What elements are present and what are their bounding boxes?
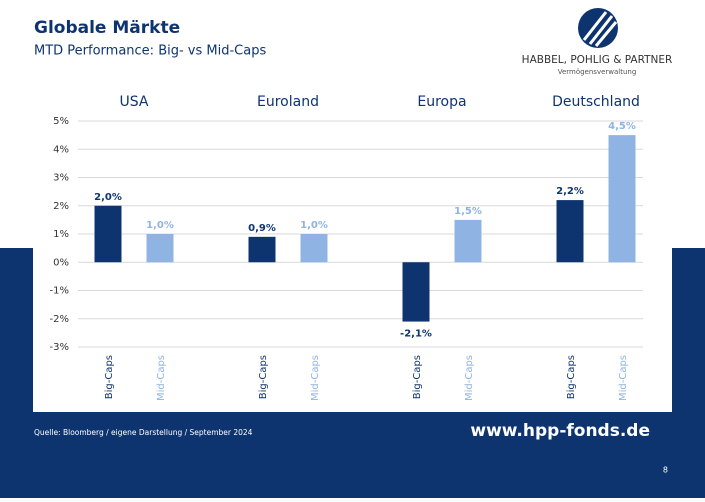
bar: [248, 236, 276, 263]
value-label: 2,2%: [556, 186, 584, 197]
url: www.hpp-fonds.de: [470, 421, 650, 441]
series-label: Big-Caps: [412, 355, 423, 399]
company: HABBEL, POHLIG & PARTNER: [522, 54, 673, 66]
series-label: Mid-Caps: [156, 355, 167, 401]
value-label: 4,5%: [608, 121, 636, 132]
series-label: Mid-Caps: [310, 355, 321, 401]
y-tick-label: 2%: [53, 201, 69, 212]
value-label: 1,5%: [454, 206, 482, 217]
bar: [608, 135, 636, 263]
chart: -3% -2% -1% 0% 1% 2% 3% 4% 5% USA 2,0% Big-Caps 1,0%…: [50, 94, 643, 401]
y-tick-label: 4%: [53, 144, 69, 155]
title: Globale Märkte: [34, 18, 180, 38]
value-label: 1,0%: [300, 220, 328, 231]
value-label: 2,0%: [94, 192, 122, 203]
value-label: 1,0%: [146, 220, 174, 231]
logo-stripes: [582, 11, 618, 47]
logo-icon: [578, 8, 618, 48]
series-label: Big-Caps: [104, 355, 115, 399]
y-tick-label: -3%: [50, 342, 69, 353]
value-label: -2,1%: [400, 329, 432, 340]
y-tick-label: -2%: [50, 314, 69, 325]
bar: [402, 262, 430, 322]
category-label: Deutschland: [552, 94, 640, 110]
source: Quelle: Bloomberg / eigene Darstellung /…: [34, 428, 253, 437]
y-tick-label: 0%: [53, 257, 69, 268]
y-tick-label: 5%: [53, 116, 69, 127]
bar: [146, 234, 174, 263]
category-label: USA: [120, 94, 149, 110]
company-sub: Vermögensverwaltung: [558, 68, 637, 76]
value-label: 0,9%: [248, 223, 276, 234]
category-label: Europa: [417, 94, 466, 110]
series-label: Big-Caps: [258, 355, 269, 399]
page-number: 8: [663, 466, 668, 475]
series-label: Mid-Caps: [464, 355, 475, 401]
y-tick-label: 3%: [53, 173, 69, 184]
series-label: Mid-Caps: [618, 355, 629, 401]
bar: [94, 205, 122, 263]
subtitle: MTD Performance: Big- vs Mid-Caps: [34, 44, 266, 59]
series-label: Big-Caps: [566, 355, 577, 399]
bar: [300, 234, 328, 263]
logo: HABBEL, POHLIG & PARTNER Vermögensverwal…: [522, 8, 673, 76]
bar: [454, 219, 482, 263]
category-label: Euroland: [257, 94, 319, 110]
y-tick-label: -1%: [50, 286, 69, 297]
bar: [556, 200, 584, 263]
y-tick-label: 1%: [53, 229, 69, 240]
